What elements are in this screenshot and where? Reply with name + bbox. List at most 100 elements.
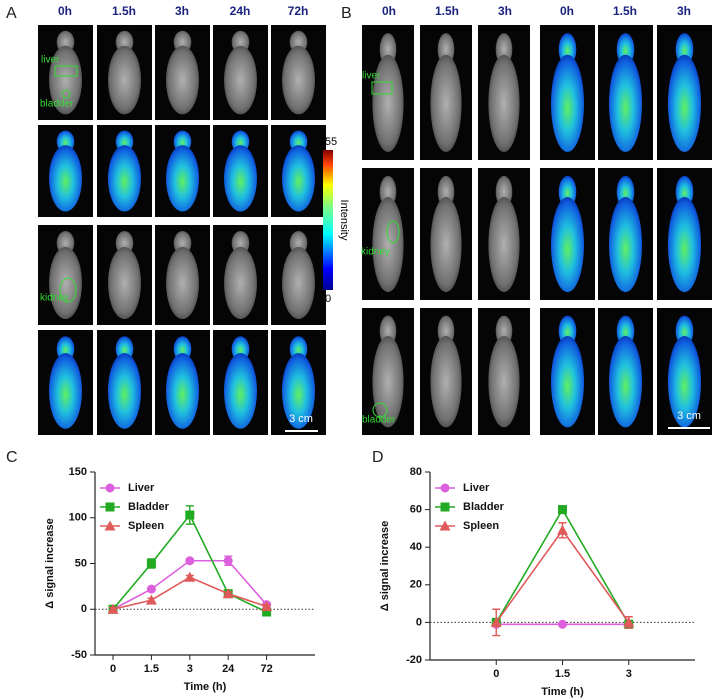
panel-label: C bbox=[6, 449, 18, 466]
silhouette bbox=[166, 247, 199, 319]
time-label: 3h bbox=[498, 4, 512, 18]
silhouette bbox=[166, 45, 199, 115]
organ-label: liver bbox=[41, 55, 60, 66]
silhouette bbox=[49, 45, 82, 115]
legend-label: Bladder bbox=[128, 501, 170, 513]
silhouette bbox=[282, 45, 315, 115]
silhouette bbox=[224, 247, 257, 319]
legend-marker bbox=[104, 520, 116, 531]
organ-label: kidney bbox=[361, 247, 390, 258]
series-line bbox=[112, 559, 268, 610]
x-axis-label: Time (h) bbox=[184, 681, 227, 693]
marker bbox=[261, 601, 273, 612]
silhouette bbox=[166, 353, 199, 429]
colorbar bbox=[323, 150, 333, 290]
y-tick-label: 150 bbox=[69, 466, 87, 478]
silhouette bbox=[166, 145, 199, 212]
silhouette bbox=[372, 54, 404, 152]
silhouette bbox=[551, 335, 584, 428]
scale-label: 3 cm bbox=[677, 410, 701, 422]
legend-label: Spleen bbox=[463, 520, 499, 532]
silhouette bbox=[609, 54, 642, 152]
colorbar-min: 0 bbox=[325, 293, 331, 305]
x-tick-label: 3 bbox=[626, 668, 632, 680]
panel-label: B bbox=[341, 5, 352, 22]
time-label: 3h bbox=[175, 4, 189, 18]
silhouette bbox=[551, 54, 584, 152]
marker bbox=[623, 616, 635, 627]
legend-marker bbox=[105, 483, 115, 493]
silhouette bbox=[488, 54, 520, 152]
silhouette bbox=[282, 247, 315, 319]
legend-label: Liver bbox=[128, 482, 155, 494]
x-axis-label: Time (h) bbox=[541, 686, 584, 698]
x-tick-label: 1.5 bbox=[144, 663, 159, 675]
organ-label: kidney bbox=[40, 293, 69, 304]
marker bbox=[145, 594, 157, 605]
y-axis-label: Δ signal increase bbox=[379, 521, 391, 611]
roi bbox=[371, 81, 393, 95]
y-tick-label: 40 bbox=[410, 541, 422, 553]
marker bbox=[557, 524, 568, 535]
x-tick-label: 0 bbox=[493, 668, 499, 680]
silhouette bbox=[430, 54, 462, 152]
silhouette bbox=[108, 145, 141, 212]
silhouette bbox=[488, 335, 520, 428]
silhouette bbox=[224, 145, 257, 212]
silhouette bbox=[108, 353, 141, 429]
scale-label: 3 cm bbox=[289, 413, 313, 425]
y-tick-label: 80 bbox=[410, 466, 422, 478]
time-label: 1.5h bbox=[613, 4, 637, 18]
legend-label: Bladder bbox=[463, 501, 505, 513]
x-tick-label: 1.5 bbox=[555, 668, 570, 680]
legend-label: Spleen bbox=[128, 520, 164, 532]
silhouette bbox=[49, 247, 82, 319]
marker bbox=[146, 559, 156, 568]
roi bbox=[372, 402, 388, 418]
silhouette bbox=[668, 335, 701, 428]
silhouette bbox=[430, 197, 462, 293]
x-tick-label: 72 bbox=[260, 663, 272, 675]
silhouette bbox=[609, 335, 642, 428]
marker bbox=[107, 603, 119, 614]
y-tick-label: 0 bbox=[416, 616, 422, 628]
legend-marker bbox=[439, 520, 451, 531]
marker bbox=[223, 556, 233, 566]
silhouette bbox=[282, 145, 315, 212]
silhouette bbox=[372, 197, 404, 293]
silhouette bbox=[224, 353, 257, 429]
roi bbox=[61, 89, 71, 99]
marker bbox=[490, 616, 502, 627]
marker bbox=[185, 510, 195, 520]
colorbar-label: Intensity bbox=[338, 200, 350, 241]
silhouette bbox=[49, 145, 82, 212]
x-tick-label: 24 bbox=[222, 663, 235, 675]
time-label: 0h bbox=[382, 4, 396, 18]
legend-marker bbox=[440, 483, 450, 493]
silhouette bbox=[224, 45, 257, 115]
legend-label: Liver bbox=[463, 482, 490, 494]
series-line bbox=[495, 528, 630, 623]
silhouette bbox=[609, 197, 642, 293]
marker bbox=[185, 556, 195, 566]
silhouette bbox=[108, 247, 141, 319]
y-tick-label: 50 bbox=[75, 557, 87, 569]
silhouette bbox=[668, 54, 701, 152]
x-tick-label: 3 bbox=[187, 663, 193, 675]
y-tick-label: 60 bbox=[410, 504, 422, 516]
silhouette bbox=[372, 335, 404, 428]
y-tick-label: 0 bbox=[81, 603, 87, 615]
time-label: 24h bbox=[230, 4, 251, 18]
silhouette bbox=[668, 197, 701, 293]
panel-label: A bbox=[6, 5, 17, 22]
silhouette bbox=[108, 45, 141, 115]
y-tick-label: 20 bbox=[410, 579, 422, 591]
panel-label: D bbox=[372, 449, 384, 466]
silhouette bbox=[488, 197, 520, 293]
y-tick-label: -20 bbox=[406, 654, 422, 666]
organ-label: bladder bbox=[362, 415, 396, 426]
y-axis-label: Δ signal increase bbox=[44, 518, 56, 608]
time-label: 0h bbox=[58, 4, 72, 18]
legend-marker bbox=[105, 502, 115, 512]
